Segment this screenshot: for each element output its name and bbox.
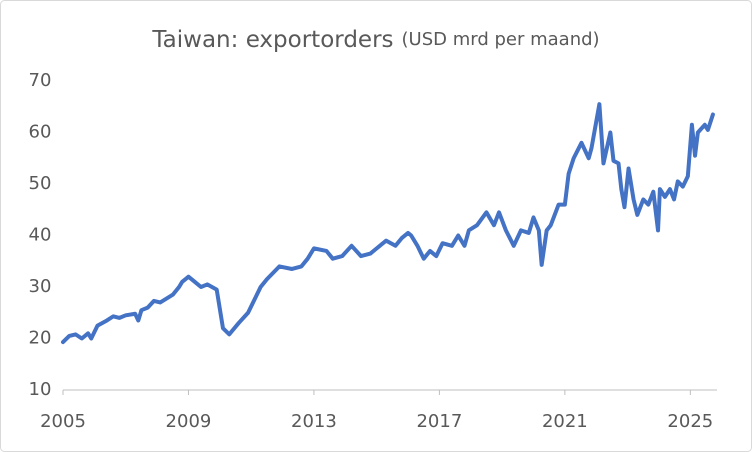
y-tick-label: 70 — [29, 70, 52, 91]
x-tick-label: 2021 — [542, 411, 588, 432]
x-tick-label: 2009 — [166, 411, 212, 432]
x-tick-label: 2017 — [416, 411, 462, 432]
data-line — [61, 102, 715, 345]
y-tick-label: 30 — [29, 276, 52, 297]
y-tick-label: 20 — [29, 328, 52, 349]
y-tick-label: 50 — [29, 173, 52, 194]
y-tick-label: 60 — [29, 122, 52, 143]
x-tick-label: 2005 — [40, 411, 86, 432]
chart-title: Taiwan: exportorders — [151, 27, 393, 53]
y-tick-label: 10 — [29, 379, 52, 400]
x-tick-label: 2025 — [667, 411, 713, 432]
x-tick-label: 2013 — [291, 411, 337, 432]
chart-title-group: Taiwan: exportorders (USD mrd per maand) — [151, 27, 599, 53]
y-tick-label: 40 — [29, 225, 52, 246]
chart-subtitle: (USD mrd per maand) — [402, 29, 600, 50]
